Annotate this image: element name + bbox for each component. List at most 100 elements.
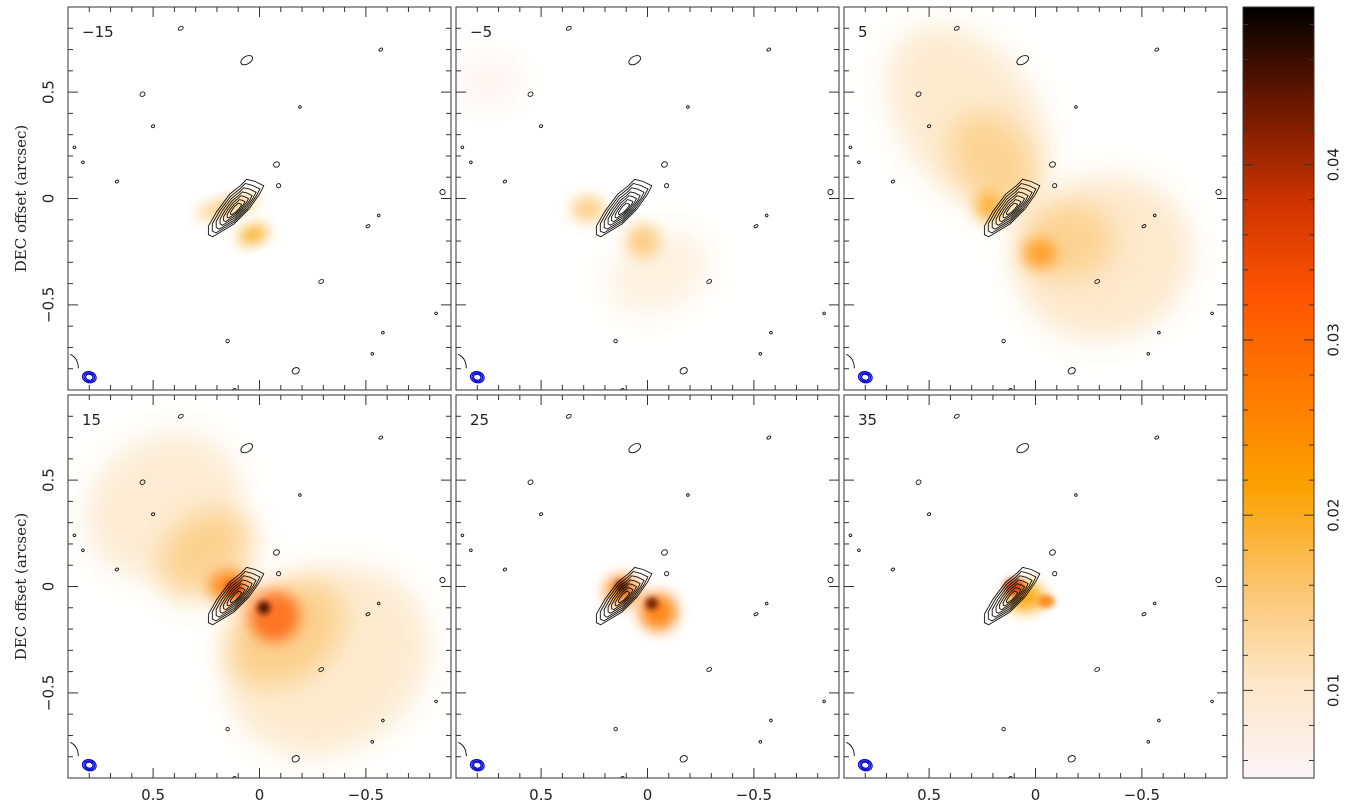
colorbar-tick-label: 0.02	[1324, 498, 1342, 531]
colorbar-tick-label: 0.01	[1324, 674, 1342, 707]
emission-blob	[975, 192, 1002, 222]
noise-contour	[628, 55, 642, 66]
noise-contour	[381, 718, 385, 723]
contour-ring	[614, 587, 634, 607]
noise-contour	[1210, 699, 1214, 704]
noise-contour	[318, 667, 325, 672]
noise-contour	[686, 493, 690, 497]
beam-ring	[859, 372, 872, 383]
noise-contour	[1152, 213, 1157, 218]
emission-map	[456, 56, 709, 315]
contour-ring	[1002, 199, 1022, 219]
noise-contour	[365, 224, 371, 229]
emission-blob	[257, 601, 271, 615]
noise-contour	[769, 330, 773, 335]
contour-ring	[219, 191, 253, 226]
noise-contour	[276, 183, 282, 189]
channel-panel: 25	[455, 394, 840, 779]
emission-map	[886, 25, 1193, 341]
noise-contour	[151, 512, 156, 517]
noise-contour	[953, 25, 960, 31]
beam-ellipse	[857, 370, 873, 384]
noise-contour	[706, 667, 713, 672]
beam-ring	[471, 372, 484, 383]
noise-contour	[439, 189, 446, 196]
noise-contour	[177, 25, 184, 31]
tick-marks	[843, 394, 1228, 779]
x-tick-label: −0.5	[736, 786, 772, 804]
contour-ring	[607, 191, 641, 226]
contour-ring	[999, 195, 1026, 223]
x-tick-label: 0	[255, 786, 265, 804]
contour-ring	[603, 187, 645, 230]
noise-contour	[753, 612, 759, 617]
noise-contour	[539, 124, 544, 129]
emission-blob	[626, 224, 661, 259]
edge-contour	[458, 741, 467, 757]
beam-ring	[83, 760, 96, 771]
noise-contour	[679, 755, 688, 763]
beam-ring	[860, 373, 870, 381]
noise-contour	[81, 548, 85, 553]
emission-blob	[645, 597, 659, 610]
y-tick-label: −0.5	[39, 287, 57, 323]
contour-ring	[607, 579, 641, 614]
y-axis-title: DEC offset (arcsec)	[12, 513, 30, 660]
noise-contour	[927, 124, 932, 129]
noise-contour	[661, 549, 668, 556]
noise-contour	[81, 160, 85, 165]
noise-contour	[613, 338, 618, 344]
edge-contour	[458, 353, 467, 369]
noise-contour	[764, 601, 769, 606]
noise-contour	[1016, 55, 1030, 66]
contour-ring	[211, 182, 261, 234]
continuum-contours	[70, 413, 446, 778]
contour-ring	[987, 182, 1037, 234]
y-tick-label: 0.5	[40, 468, 58, 492]
noise-contour	[231, 776, 237, 778]
noise-contour	[1007, 388, 1013, 390]
beam-ring	[860, 761, 870, 769]
contour-ring	[230, 202, 243, 216]
colorbar-scale	[1242, 6, 1315, 779]
noise-contour	[661, 161, 668, 168]
noise-contour	[291, 755, 300, 763]
noise-contour	[1052, 183, 1058, 189]
noise-contour	[72, 145, 77, 150]
noise-contour	[276, 571, 282, 577]
noise-contour	[619, 388, 625, 390]
noise-contour	[114, 567, 119, 572]
emission-blob	[248, 590, 300, 642]
velocity-label: −5	[470, 23, 492, 41]
beam-ring	[84, 373, 94, 381]
noise-contour	[434, 699, 438, 704]
colorbar-tick-label: 0.03	[1325, 323, 1343, 356]
contour-ring	[223, 583, 250, 611]
panel-background	[68, 7, 451, 390]
velocity-label: 35	[858, 411, 877, 429]
noise-contour	[664, 183, 670, 189]
noise-contour	[1157, 718, 1161, 723]
beam-ellipse	[81, 758, 97, 772]
channel-panel: −5	[455, 6, 840, 391]
contour-ring	[1006, 202, 1019, 216]
emission-blob	[639, 592, 678, 632]
channel-panel: 15	[67, 394, 452, 779]
noise-contour	[469, 548, 473, 553]
axis-labels-layer: −0.5 0 0.5 DEC offset (arcsec) −0.5 0 0.5 DEC o…	[12, 80, 1160, 804]
emission-blob	[456, 56, 527, 107]
x-tick-label: 0.5	[141, 786, 165, 804]
noise-contour	[619, 776, 625, 778]
contour-ring	[226, 587, 246, 607]
contour-ring	[611, 583, 638, 611]
noise-contour	[370, 740, 375, 744]
noise-contour	[1215, 577, 1222, 584]
contour-ring	[207, 178, 265, 238]
beam-ring	[471, 760, 484, 771]
noise-contour	[1215, 189, 1222, 196]
beam-ellipse	[857, 758, 873, 772]
noise-contour	[539, 512, 544, 517]
noise-contour	[298, 493, 302, 497]
noise-contour	[72, 533, 77, 538]
noise-contour	[890, 567, 895, 572]
